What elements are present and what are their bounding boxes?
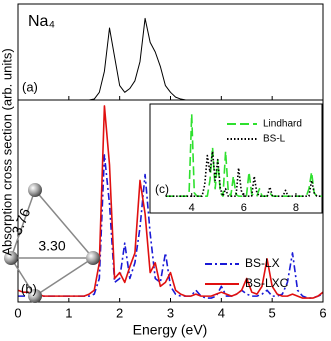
panel-label: (c) [155,182,169,196]
plots: 0 1 2 3 4 5 6 BS-LX BS-LXC 4 6 8 Lindhard BS-L [14,3,327,320]
molecule [4,183,100,303]
x-tick-label: 5 [269,305,276,320]
atom [86,251,100,265]
x-tick-label: 6 [319,305,326,320]
panel-label: (b) [21,281,37,296]
atom [4,251,18,265]
atom [28,289,42,303]
atom [28,183,42,197]
legend-label: BS-LXC [245,276,289,290]
x-tick-label: 3 [167,305,174,320]
x-tick-label: 4 [218,305,225,320]
bond [34,257,94,297]
x-tick-label: 0 [14,305,21,320]
legend-label: Lindhard [263,119,302,130]
bond [10,189,36,259]
x-tick-label: 1 [65,305,72,320]
bond [10,257,36,297]
panel: 0 1 2 3 4 5 6 BS-LX BS-LXC [14,99,327,320]
x-tick-label: 8 [293,202,299,214]
bond-length: 3.30 [38,238,65,254]
panel-label: (a) [22,79,38,94]
x-tick-label: 6 [241,202,247,214]
x-tick-label: 4 [189,202,195,214]
legend-label: BS-L [263,134,286,145]
x-axis-label: Energy (eV) [133,322,208,338]
panel-title: Na₄ [28,13,55,30]
legend-label: BS-LX [245,256,280,270]
panel: 4 6 8 Lindhard BS-L [149,103,323,214]
bond [34,189,94,259]
x-tick-label: 2 [116,305,123,320]
plot-area [17,105,324,299]
y-axis-label: Absorption cross section (arb. units) [0,48,14,255]
series-line [17,105,324,299]
